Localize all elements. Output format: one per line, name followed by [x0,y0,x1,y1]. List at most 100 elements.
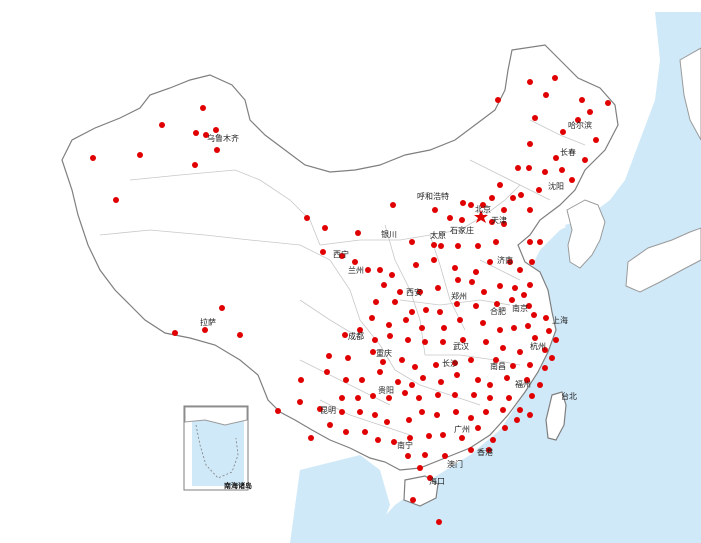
city-dot [327,422,333,428]
city-dot [452,392,458,398]
label-shijiazhuang: 石家庄 [450,225,474,235]
city-dot [375,437,381,443]
city-dot [543,315,549,321]
label-macau: 澳门 [447,459,463,469]
city-dot [172,330,178,336]
city-dot [438,379,444,385]
city-dot [308,435,314,441]
city-dot [343,377,349,383]
city-dot [90,155,96,161]
city-dot [372,337,378,343]
city-dot [402,390,408,396]
city-dot [468,202,474,208]
label-jinan: 济南 [497,255,513,265]
label-harbin: 哈尔滨 [568,120,592,130]
city-dot [542,347,548,353]
city-dot [403,317,409,323]
city-dot [395,379,401,385]
city-dot [460,200,466,206]
city-dot [457,317,463,323]
city-dot [526,303,532,309]
city-dot [475,243,481,249]
label-haikou: 海口 [429,476,445,486]
city-dot [605,100,611,106]
label-taibei: 台北 [561,391,577,401]
city-dot [435,392,441,398]
city-dot [447,215,453,221]
city-dot [542,365,548,371]
city-dot [532,335,538,341]
city-dot [297,399,303,405]
city-dot [483,339,489,345]
city-dot [407,435,413,441]
city-dot [416,395,422,401]
label-shanghai: 上海 [552,315,568,325]
border-16 [529,119,586,146]
city-dot [489,195,495,201]
city-dot [510,195,516,201]
label-nanjing: 南京 [512,303,528,313]
border-17 [479,259,521,281]
city-dot [324,369,330,375]
city-dot [435,285,441,291]
city-dot [441,325,447,331]
city-dot [431,242,437,248]
city-dot [203,132,209,138]
label-lanzhou: 兰州 [348,265,364,275]
city-dot [543,92,549,98]
city-dot [468,447,474,453]
city-dot [527,207,533,213]
city-dot [495,97,501,103]
city-dot [355,230,361,236]
city-dot [489,219,495,225]
label-nanning: 南宁 [397,440,413,450]
city-dot [298,377,304,383]
city-dot [546,328,552,334]
city-dot [525,323,531,329]
city-dot [507,259,513,265]
city-dot [386,395,392,401]
city-dot [455,243,461,249]
city-dot [515,165,521,171]
city-dot [593,137,599,143]
city-dot [365,267,371,273]
city-dot [483,409,489,415]
city-dot [392,299,398,305]
city-dot [417,465,423,471]
city-dot [193,130,199,136]
city-dot [438,243,444,249]
city-dot [412,364,418,370]
east-sea [360,12,701,543]
city-dot [440,432,446,438]
city-dot [377,267,383,273]
city-dot [339,395,345,401]
city-dot [434,412,440,418]
city-dot [494,301,500,307]
city-dot [405,453,411,459]
label-changsha: 长沙 [442,358,458,368]
city-dot [317,406,323,412]
label-beijing: 北京 [475,204,491,214]
city-dot [542,169,548,175]
city-dot [409,382,415,388]
city-dot [493,239,499,245]
city-dot [275,408,281,414]
city-dot [381,282,387,288]
label-urumqi: 乌鲁木齐 [207,133,239,143]
city-dot [377,369,383,375]
city-dot [422,452,428,458]
border-15 [469,159,551,201]
label-shenyang: 沈阳 [548,181,564,191]
city-dot [427,475,433,481]
city-dot [419,325,425,331]
city-dot [202,327,208,333]
label-nanchang: 南昌 [490,361,506,371]
city-dot [459,217,465,223]
city-dot [452,360,458,366]
city-dot [501,207,507,213]
city-dot [475,425,481,431]
city-dot [413,262,419,268]
city-dot [436,519,442,525]
city-dot [517,349,523,355]
city-dot [357,409,363,415]
